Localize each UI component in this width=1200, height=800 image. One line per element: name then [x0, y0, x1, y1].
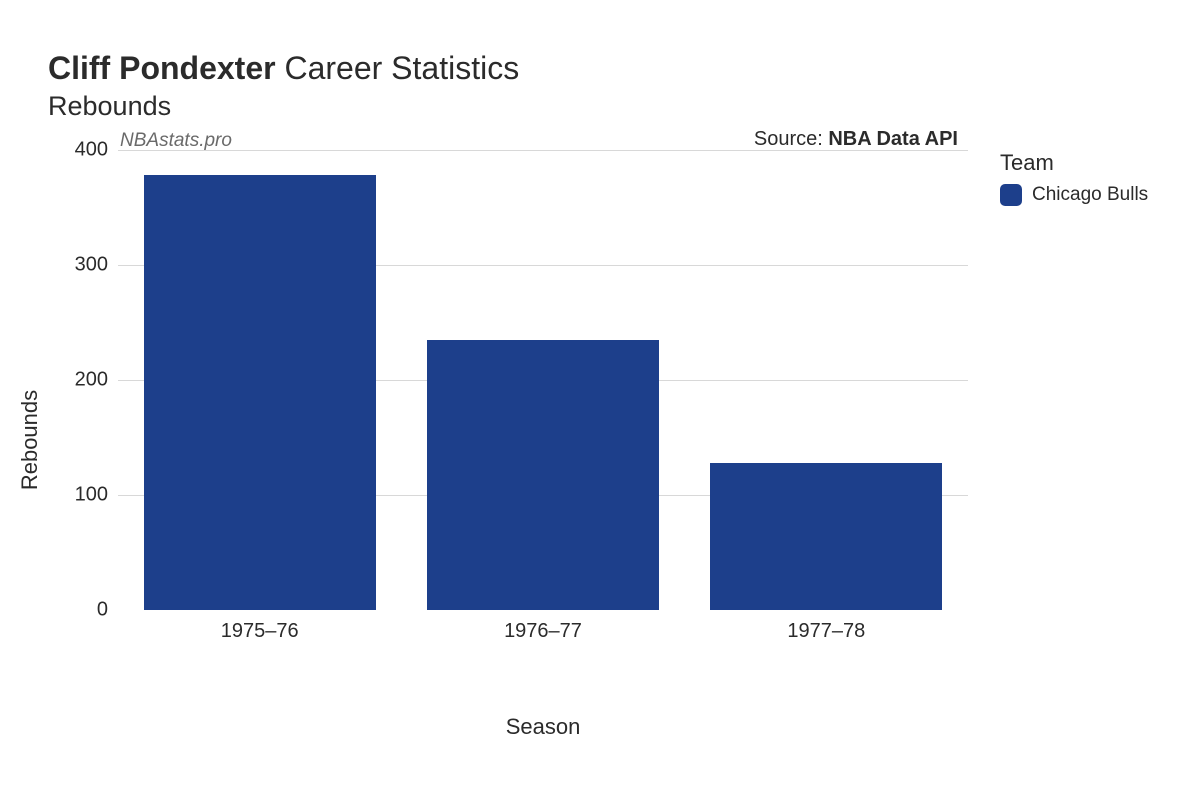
x-tick-label: 1976–77 [504, 620, 582, 643]
y-axis-label: Rebounds [17, 390, 43, 490]
x-tick-label: 1975–76 [221, 620, 299, 643]
x-tick-label: 1977–78 [787, 620, 865, 643]
y-tick-label: 300 [75, 254, 108, 277]
gridline [118, 150, 968, 151]
watermark-text: NBAstats.pro [120, 130, 232, 152]
legend: Team Chicago Bulls [1000, 150, 1148, 206]
bar [427, 340, 659, 610]
x-axis-label: Season [506, 714, 581, 740]
legend-item: Chicago Bulls [1000, 184, 1148, 206]
source-attribution: Source: NBA Data API [754, 128, 958, 151]
legend-item-label: Chicago Bulls [1032, 184, 1148, 206]
source-label: Source: [754, 128, 828, 150]
bar [144, 175, 376, 610]
plot-region: NBAstats.pro Source: NBA Data API 010020… [118, 150, 968, 610]
bar [710, 463, 942, 610]
source-value: NBA Data API [828, 128, 958, 150]
legend-swatch [1000, 184, 1022, 206]
title-career-stats: Career Statistics [284, 50, 519, 86]
chart-subtitle: Rebounds [48, 91, 1160, 122]
legend-title: Team [1000, 150, 1148, 176]
chart-area: Rebounds NBAstats.pro Source: NBA Data A… [40, 150, 1160, 730]
y-tick-label: 100 [75, 484, 108, 507]
chart-container: Cliff Pondexter Career Statistics Reboun… [0, 0, 1200, 800]
y-tick-label: 0 [97, 599, 108, 622]
y-tick-label: 400 [75, 139, 108, 162]
title-player-name: Cliff Pondexter [48, 50, 276, 86]
y-tick-label: 200 [75, 369, 108, 392]
chart-title: Cliff Pondexter Career Statistics [48, 50, 1160, 87]
